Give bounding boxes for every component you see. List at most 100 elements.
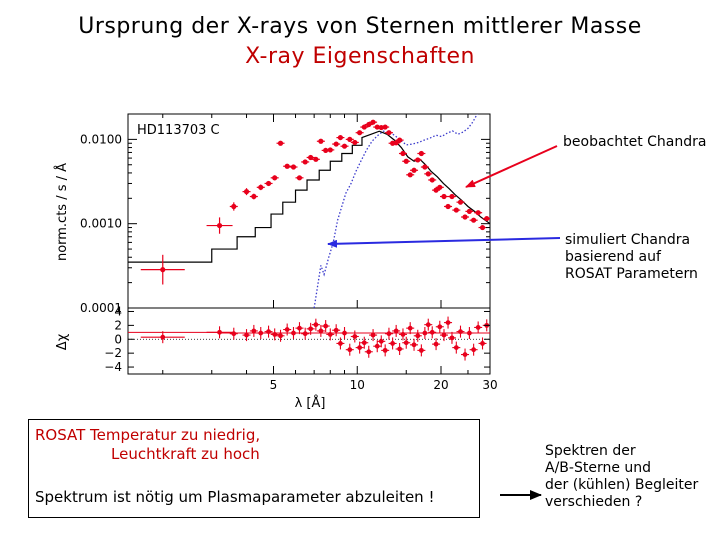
conclusion-box: ROSAT Temperatur zu niedrig, Leuchtkraft… [28, 419, 480, 518]
residual-marker [231, 331, 237, 337]
residual-point [406, 322, 415, 335]
residual-marker [251, 328, 257, 334]
observed-arrow [465, 145, 558, 188]
residual-marker [217, 329, 222, 335]
residual-point [424, 318, 433, 331]
data-point [474, 210, 483, 216]
data-marker [374, 124, 380, 130]
data-marker [429, 177, 435, 183]
data-point [417, 150, 426, 157]
data-point [439, 193, 448, 200]
residual-point [332, 324, 341, 337]
residual-marker [393, 328, 399, 334]
residual-marker [453, 345, 459, 350]
residual-marker [258, 330, 264, 336]
data-marker [400, 150, 406, 157]
residual-marker [352, 334, 358, 339]
residual-point [377, 335, 386, 348]
data-point [420, 164, 429, 170]
residual-point [316, 324, 325, 337]
residual-point [364, 345, 373, 358]
residual-point [469, 343, 478, 356]
data-point [276, 140, 285, 146]
data-marker [341, 143, 348, 149]
residual-point [276, 329, 285, 342]
data-point [270, 175, 279, 181]
data-point [336, 134, 345, 141]
data-point [478, 224, 487, 231]
residual-point [336, 337, 345, 350]
residual-marker [370, 332, 376, 338]
x-tick-label: 20 [433, 378, 448, 392]
y-tick-label: 0.0010 [80, 217, 122, 231]
data-point [242, 188, 251, 196]
residual-marker [272, 332, 278, 337]
residual-point [384, 327, 393, 340]
residual-point [402, 336, 411, 349]
data-marker [290, 164, 297, 170]
data-marker [216, 222, 223, 229]
data-marker [243, 189, 250, 195]
companion-line: Spektren der [545, 443, 636, 459]
data-marker [462, 214, 468, 220]
residual-marker [361, 340, 367, 346]
data-marker [418, 150, 424, 157]
data-point [447, 193, 456, 200]
residual-point [398, 328, 407, 341]
data-point [402, 158, 411, 164]
companion-question: Spektren der A/B-Sterne und der (kühlen)… [545, 443, 698, 511]
residual-point [417, 344, 426, 357]
data-point [206, 217, 233, 234]
data-marker [352, 139, 358, 146]
data-point [444, 203, 453, 210]
companion-line: verschieden ? [545, 494, 643, 510]
data-point [229, 202, 238, 211]
simulated-label-line: ROSAT Parametern [565, 266, 698, 282]
data-point [456, 199, 465, 205]
residual-marker [357, 345, 363, 350]
data-marker [313, 156, 319, 162]
residual-axis-label: Δχ [55, 333, 70, 350]
data-point [369, 119, 378, 125]
residual-point [428, 326, 437, 339]
residual-marker [347, 347, 353, 353]
data-point [311, 156, 320, 162]
residual-point [388, 337, 397, 350]
data-point [435, 184, 444, 190]
residual-marker [338, 341, 343, 346]
residual-marker [425, 322, 431, 328]
data-point [345, 136, 354, 142]
residual-marker [390, 341, 396, 346]
residual-marker [437, 324, 443, 330]
conclusion-line-3: Spektrum ist nötig um Plasmaparameter ab… [35, 488, 435, 506]
data-marker [323, 147, 329, 154]
data-point [289, 164, 298, 170]
y-tick-label: 0.0001 [80, 301, 122, 315]
data-point [360, 124, 369, 130]
data-point [355, 130, 364, 136]
residual-point [295, 322, 304, 335]
x-tick-label: 5 [270, 378, 278, 392]
residual-marker [244, 332, 249, 338]
data-point [295, 175, 304, 181]
residual-point [229, 327, 238, 340]
model-line [128, 130, 490, 263]
residual-marker [415, 333, 421, 339]
residual-point [283, 323, 292, 336]
data-marker [370, 119, 376, 125]
residual-marker [333, 327, 339, 333]
simulated-arrow [327, 237, 561, 248]
x-axis-label: λ [Å] [295, 395, 326, 411]
residual-point [413, 329, 422, 342]
data-marker [258, 184, 264, 190]
residual-marker [284, 327, 290, 332]
data-point [432, 187, 441, 193]
data-marker [422, 164, 428, 170]
data-marker [382, 124, 388, 130]
data-marker [251, 193, 257, 200]
data-point [316, 138, 325, 144]
residual-point [355, 341, 364, 354]
data-marker [333, 141, 339, 147]
residual-point [432, 338, 441, 351]
residual-point [452, 341, 461, 354]
